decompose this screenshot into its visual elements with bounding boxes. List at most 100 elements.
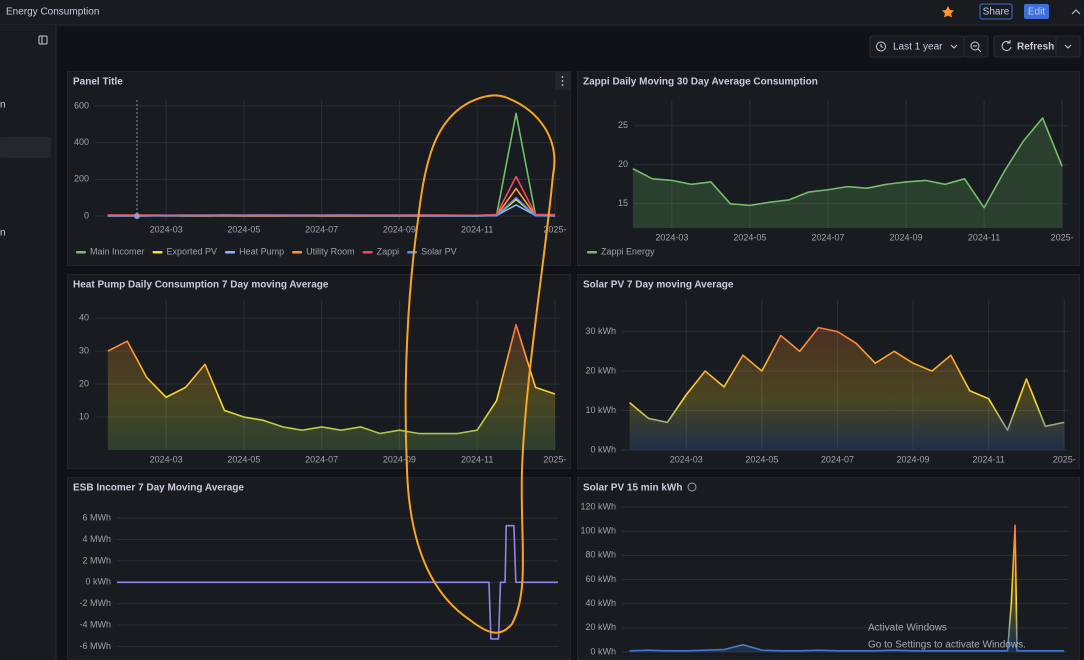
- share-button[interactable]: [979, 3, 1013, 20]
- x-tick-label: 2024-03: [670, 454, 703, 464]
- legend-swatch: [225, 251, 236, 254]
- panels: Panel Title 0 200 400 600 2024-03 2024-05 2024-…: [67, 71, 1080, 660]
- x-tick-label: 2024-11: [461, 454, 493, 464]
- clock-icon: [876, 41, 886, 52]
- x-tick-label: 2024-09: [890, 232, 923, 242]
- panel: Panel Title 0 200 400 600 2024-03 2024-05 2024-…: [67, 71, 571, 266]
- sidebar-item[interactable]: n: [0, 228, 6, 239]
- y-tick-label: 0 kWh: [590, 444, 616, 454]
- y-tick-label: 25: [618, 120, 628, 130]
- legend-label: Zappi: [377, 246, 400, 256]
- zoom-icon-parts: [973, 45, 982, 53]
- x-tick-label: 2024-03: [150, 224, 183, 234]
- y-tick-label: 20: [618, 159, 628, 169]
- panel-title: ESB Incomer 7 Day Moving Average: [73, 483, 244, 494]
- y-tick-label: 10 kWh: [585, 405, 616, 415]
- y-tick-label: 20: [79, 378, 89, 388]
- x-tick-label: 2024-09: [383, 454, 416, 464]
- panel-frame: [577, 477, 1080, 660]
- share-label[interactable]: Share: [983, 7, 1010, 18]
- y-tick-label: 30 kWh: [585, 326, 616, 336]
- crosshair-dot: [134, 213, 140, 219]
- legend-label: Heat Pump: [239, 246, 284, 256]
- panel: Solar PV 15 min kWh 0 kWh 20 kWh 40 kWh 60 k…: [577, 477, 1080, 660]
- x-tick-label: 2025-: [1053, 454, 1076, 464]
- sidebar: [0, 25, 56, 660]
- sidebar-item[interactable]: n: [0, 100, 6, 111]
- x-tick-label: 2024-09: [383, 224, 416, 234]
- series-line: [107, 323, 556, 435]
- y-tick-label: -2 MWh: [80, 598, 112, 608]
- legend-label: Exported PV: [167, 246, 218, 256]
- legend-label: Solar PV: [421, 246, 457, 256]
- area-fill: [629, 327, 1065, 450]
- y-tick-label: 0: [84, 210, 89, 220]
- x-tick-label: 2025-: [543, 224, 566, 234]
- x-tick-label: 2024-09: [897, 454, 930, 464]
- refresh-icon: [1001, 40, 1012, 51]
- panel-frame: [67, 477, 571, 660]
- x-tick-label: 2024-11: [972, 454, 1004, 464]
- watermark-title: Activate Windows: [868, 623, 947, 634]
- zoom-icon: [970, 41, 980, 51]
- y-tick-label: 120 kWh: [580, 501, 616, 511]
- y-tick-label: 200: [74, 174, 89, 184]
- x-tick-label: 2024-05: [227, 454, 260, 464]
- y-tick-label: 100 kWh: [580, 526, 616, 536]
- y-tick-label: 30: [79, 345, 89, 355]
- y-tick-label: -6 MWh: [80, 641, 112, 651]
- menu-dot: [561, 76, 564, 78]
- watermark-subtitle: Go to Settings to activate Windows.: [868, 640, 1026, 651]
- x-tick-label: 2024-11: [968, 232, 1000, 242]
- x-tick-label: 2024-03: [150, 454, 183, 464]
- panel: Heat Pump Daily Consumption 7 Day moving…: [67, 274, 571, 469]
- panel-title: Zappi Daily Moving 30 Day Average Consum…: [583, 77, 818, 88]
- panel: Zappi Daily Moving 30 Day Average Consum…: [577, 71, 1080, 266]
- y-tick-label: -4 MWh: [80, 619, 112, 629]
- y-tick-label: 40: [79, 313, 89, 323]
- panel-title: Heat Pump Daily Consumption 7 Day moving…: [73, 280, 329, 291]
- y-tick-label: 600: [74, 100, 89, 110]
- legend-label: Utility Room: [306, 246, 355, 256]
- y-tick-label: 60 kWh: [585, 574, 616, 584]
- x-tick-label: 2025-: [543, 454, 566, 464]
- star-icon[interactable]: [942, 6, 954, 18]
- series-line: [629, 524, 1065, 652]
- y-tick-label: 2 MWh: [82, 555, 111, 565]
- legend-label: Zappi Energy: [601, 246, 655, 256]
- y-tick-label: 6 MWh: [82, 513, 111, 523]
- panel: Solar PV 7 Day moving Average 0 kWh 10 kWh…: [577, 274, 1080, 469]
- dock-icon[interactable]: [38, 35, 48, 45]
- collapse-chevron[interactable]: [1071, 9, 1081, 15]
- panel-frame: [577, 71, 1080, 266]
- info-icon[interactable]: [687, 482, 697, 492]
- refresh-chevron: [1064, 44, 1072, 49]
- menu-dot: [561, 80, 564, 82]
- sidebar-active-item[interactable]: [0, 137, 51, 158]
- edit-button[interactable]: [1024, 4, 1049, 19]
- y-tick-label: 20 kWh: [585, 622, 616, 632]
- clock-hands: [880, 44, 884, 48]
- time-range[interactable]: Last 1 year: [893, 42, 943, 53]
- area-fill: [107, 324, 555, 450]
- refresh-interval-button[interactable]: [1055, 35, 1081, 58]
- series-line: [632, 117, 1063, 209]
- edit-label[interactable]: Edit: [1028, 7, 1045, 18]
- x-tick-label: 2024-07: [305, 454, 338, 464]
- refresh-label[interactable]: Refresh: [1017, 42, 1054, 53]
- legend-swatch: [407, 251, 418, 254]
- area-fill: [632, 117, 1063, 228]
- time-chevron: [950, 44, 958, 49]
- panel-title: Solar PV 7 Day moving Average: [583, 280, 734, 291]
- top-bar: [0, 0, 1084, 25]
- y-tick-label: 0 kWh: [590, 646, 616, 656]
- panel-title: Panel Title: [73, 77, 123, 88]
- y-tick-label: 4 MWh: [82, 534, 111, 544]
- y-tick-label: 400: [74, 137, 89, 147]
- panel-title: Solar PV 15 min kWh: [583, 483, 682, 494]
- x-tick-label: 2024-05: [733, 232, 766, 242]
- y-tick-label: 10: [79, 411, 89, 421]
- x-tick-label: 2024-11: [461, 224, 493, 234]
